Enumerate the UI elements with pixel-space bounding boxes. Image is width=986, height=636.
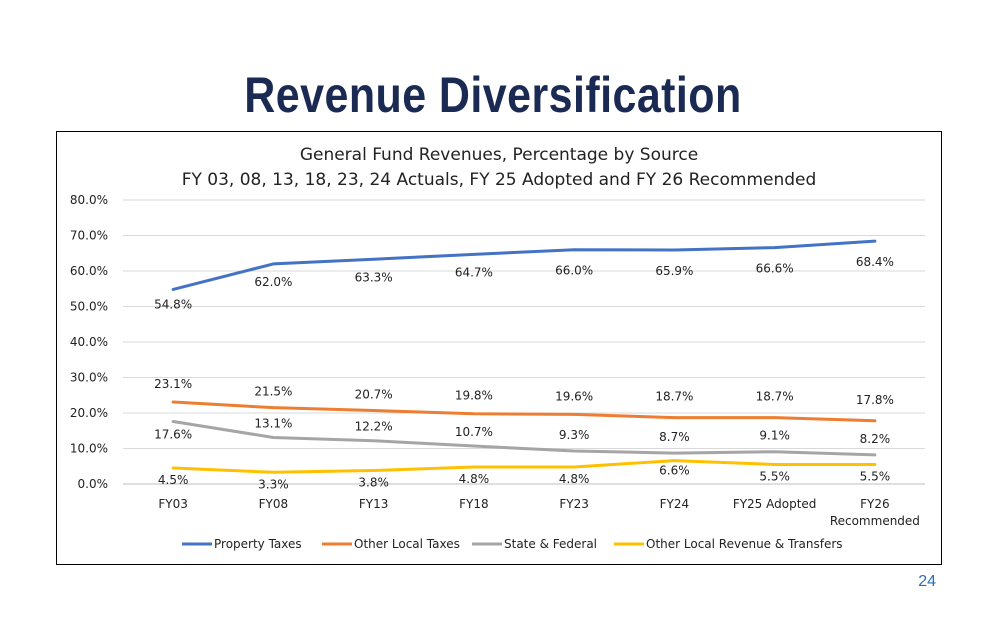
data-label: 3.3% [258,477,289,491]
x-tick-label: FY13 [359,497,389,511]
data-label: 54.8% [154,297,192,311]
chart-subtitle: FY 03, 08, 13, 18, 23, 24 Actuals, FY 25… [181,170,817,190]
page-number: 24 [918,573,936,590]
data-label: 17.6% [154,428,192,442]
series-line [171,420,877,457]
data-label: 62.0% [254,275,292,289]
x-tick-label: FY08 [259,497,289,511]
y-tick-label: 0.0% [78,477,109,491]
data-label: 66.6% [756,262,794,276]
data-label: 12.2% [355,420,393,434]
data-label: 63.3% [355,270,393,284]
legend-label: Other Local Taxes [354,537,460,551]
x-tick-label: FY26 [860,497,890,511]
slide-title: Revenue Diversification [244,67,742,123]
y-tick-label: 70.0% [70,229,108,243]
legend-label: Other Local Revenue & Transfers [646,537,843,551]
x-tick-label: FY23 [559,497,589,511]
y-tick-label: 60.0% [70,264,108,278]
data-label: 5.5% [759,469,790,483]
legend-label: Property Taxes [214,537,302,551]
data-label: 18.7% [655,390,693,404]
data-label: 4.5% [158,473,189,487]
data-label: 17.8% [856,393,894,407]
data-label: 13.1% [254,416,292,430]
data-label: 8.2% [860,432,891,446]
data-label: 4.8% [559,472,590,486]
legend-label: State & Federal [504,537,597,551]
data-label: 9.1% [759,429,790,443]
data-label: 20.7% [355,388,393,402]
series-line [171,400,877,423]
data-label: 4.8% [459,472,490,486]
y-tick-label: 30.0% [70,371,108,385]
data-label: 8.7% [659,430,690,444]
data-label: 9.3% [559,428,590,442]
data-label: 66.0% [555,264,593,278]
data-label: 3.8% [358,476,389,490]
data-label: 65.9% [655,264,693,278]
data-label: 6.6% [659,464,690,478]
data-label: 64.7% [455,265,493,279]
series-line [171,459,877,474]
chart-frame [56,131,942,565]
data-label: 23.1% [154,377,192,391]
data-label: 19.8% [455,389,493,403]
x-tick-label: FY18 [459,497,489,511]
data-label: 18.7% [756,390,794,404]
data-label: 19.6% [555,389,593,403]
data-label: 21.5% [254,385,292,399]
y-tick-label: 10.0% [70,442,108,456]
data-label: 5.5% [860,469,891,483]
x-tick-label: FY03 [158,497,188,511]
data-label: 10.7% [455,425,493,439]
x-tick-label: FY25 Adopted [733,497,817,511]
data-label: 68.4% [856,255,894,269]
x-tick-label: Recommended [830,514,920,528]
series-line [171,239,877,291]
x-tick-label: FY24 [660,497,690,511]
y-tick-label: 40.0% [70,335,108,349]
chart-title: General Fund Revenues, Percentage by Sou… [299,145,699,165]
y-tick-label: 80.0% [70,193,108,207]
y-tick-label: 50.0% [70,300,108,314]
y-tick-label: 20.0% [70,406,108,420]
